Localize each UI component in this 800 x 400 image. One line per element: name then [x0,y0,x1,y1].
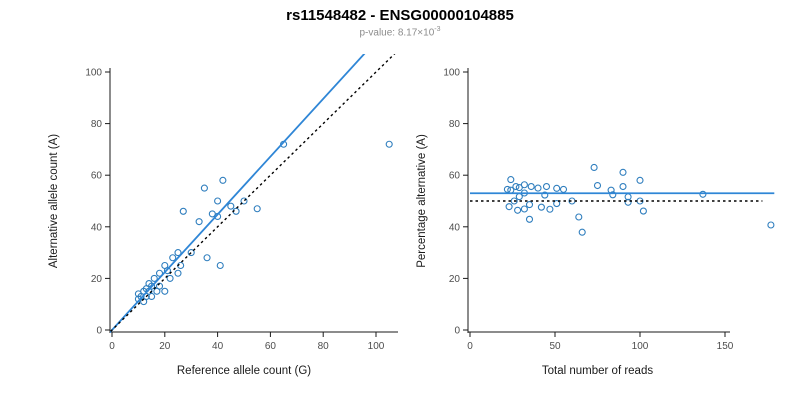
data-point [541,191,549,199]
data-point [216,261,224,270]
data-point [525,215,534,223]
data-point [253,205,261,213]
data-point [148,282,156,290]
data-point [510,197,518,205]
data-point [512,183,520,191]
x-tick-label: 0 [109,341,115,352]
y-tick-label: 20 [449,274,461,285]
data-point [767,221,775,229]
pvalue-exponent: -3 [434,26,441,33]
pvalue-text: p-value: 8.17×10 [359,27,435,39]
x-axis-title: Reference allele count (G) [177,365,311,377]
x-tick-label: 40 [212,341,224,352]
data-point [520,205,528,213]
data-point [546,205,554,213]
y-tick-label: 0 [96,326,102,337]
data-point [593,181,602,190]
data-point [179,207,187,215]
data-point [505,203,513,211]
y-tick-label: 60 [91,171,103,182]
data-point [155,282,164,290]
scatter-allele-counts: 0 20 40 60 80 100 0 20 40 60 80 100 Reference allele… [48,54,398,377]
scatter-percentage-reads: 0 50 100 150 0 20 40 60 80 100 Total number of rea… [416,68,775,377]
data-point [227,202,235,210]
data-point [619,168,627,176]
data-point [166,274,174,282]
data-point [699,190,707,198]
data-point [219,176,227,184]
data-point [590,163,598,172]
data-point [174,249,182,257]
figure-subtitle: p-value: 8.17×10-3 [0,26,800,38]
y-axis-title: Alternative allele count (A) [48,134,60,268]
y-tick-label: 40 [449,222,461,233]
data-point [525,201,534,209]
data-point [385,140,393,148]
x-tick-label: 0 [467,341,473,352]
data-point [639,207,647,215]
x-tick-label: 100 [632,341,649,352]
data-point [150,274,158,282]
x-tick-label: 100 [368,341,385,352]
x-tick-label: 50 [549,341,561,352]
data-point [578,228,586,236]
data-point [214,197,222,205]
data-point [195,218,203,226]
data-point [527,183,535,191]
x-tick-label: 20 [159,341,171,352]
y-tick-label: 100 [85,68,102,79]
y-tick-label: 40 [91,222,103,233]
y-tick-label: 100 [443,68,460,79]
figure-title: rs11548482 - ENSG00000104885 [286,7,514,24]
x-tick-label: 150 [717,341,734,352]
identity-line [110,54,396,333]
y-tick-label: 0 [454,326,460,337]
data-point [163,267,171,275]
data-point [148,292,156,301]
data-point [534,184,542,192]
data-point [200,184,208,192]
data-point [559,185,568,193]
y-axis-title: Percentage alternative (A) [416,134,428,268]
data-point [155,269,164,277]
x-axis-title: Total number of reads [542,365,653,377]
y-tick-label: 80 [449,119,461,130]
data-point [609,191,617,199]
data-point [520,181,528,189]
data-point [240,197,248,205]
data-point [507,176,515,184]
data-point [553,200,561,208]
data-point [514,206,522,214]
data-point [203,254,211,262]
data-point [624,198,632,206]
data-point [169,254,177,262]
data-point [161,287,169,295]
points-group [134,140,393,306]
points-group [503,163,775,236]
y-tick-label: 80 [91,119,103,130]
y-tick-label: 60 [449,171,461,182]
data-point [636,176,644,184]
data-point [619,183,627,191]
data-point [542,183,551,191]
data-point [553,184,561,192]
x-tick-label: 60 [265,341,277,352]
regression-line [110,54,366,333]
data-point [174,269,182,277]
data-point [537,203,545,211]
data-point [575,213,583,221]
y-tick-label: 20 [91,274,103,285]
x-tick-label: 80 [318,341,330,352]
data-point [187,249,195,257]
